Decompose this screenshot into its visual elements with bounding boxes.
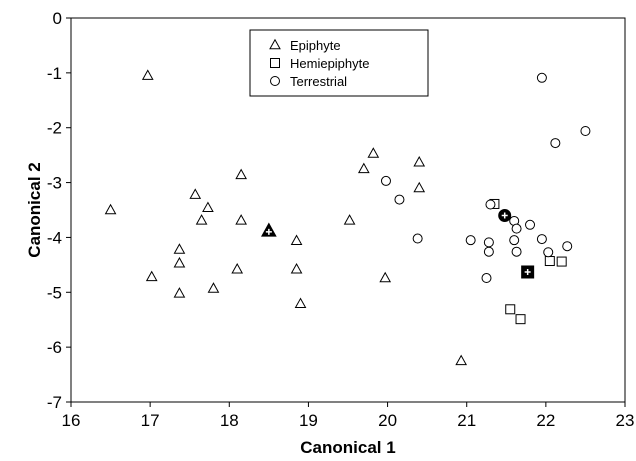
epiphyte-point-11 <box>235 168 248 180</box>
terrestrial-point-17 <box>543 247 554 258</box>
y-axis-title: Canonical 2 <box>25 162 44 257</box>
terrestrial-point-0 <box>536 72 547 83</box>
terrestrial-point-14 <box>511 246 522 257</box>
x-axis-title: Canonical 1 <box>300 438 395 457</box>
legend: Epiphyte Hemiepiphyte Terrestrial <box>249 29 429 97</box>
x-tick-label-19: 19 <box>299 411 318 430</box>
y-tick-label--4: -4 <box>47 228 62 247</box>
y-tick-label--5: -5 <box>47 283 62 302</box>
terrestrial-point-13 <box>509 235 520 246</box>
hemiepiphyte-point-2 <box>515 314 526 325</box>
epiphyte-point-17 <box>357 162 370 174</box>
legend-label-epiphyte: Epiphyte <box>290 38 341 53</box>
epiphyte-point-14 <box>290 262 303 274</box>
epiphyte-point-5 <box>173 287 186 298</box>
x-tick-label-21: 21 <box>457 411 476 430</box>
epiphyte-point-16 <box>343 214 356 225</box>
x-tick-label-20: 20 <box>378 411 397 430</box>
terrestrial-point-4 <box>394 194 405 205</box>
terrestrial-point-12 <box>511 223 522 234</box>
epiphyte-point-10 <box>231 262 244 274</box>
terrestrial-point-5 <box>485 199 496 210</box>
x-tick-label-17: 17 <box>141 411 160 430</box>
plot-area <box>70 17 626 403</box>
x-tick-label-22: 22 <box>536 411 555 430</box>
epiphyte-point-8 <box>202 201 214 213</box>
legend-symbol-hemiepiphyte <box>270 58 280 68</box>
legend-label-terrestrial: Terrestrial <box>290 74 347 89</box>
x-tick-label-23: 23 <box>616 411 635 430</box>
y-tick-label--3: -3 <box>47 174 62 193</box>
y-tick-label-0: 0 <box>53 9 62 28</box>
terrestrial-point-1 <box>580 126 591 137</box>
x-tick-label-18: 18 <box>220 411 239 430</box>
terrestrial-point-9 <box>483 246 494 257</box>
epiphyte-point-4 <box>173 256 186 268</box>
legend-symbols <box>269 38 281 86</box>
legend-symbol-terrestrial <box>270 76 280 86</box>
y-tick-label--2: -2 <box>47 119 62 138</box>
epiphyte-point-9 <box>207 282 220 293</box>
y-tick-label--6: -6 <box>47 338 62 357</box>
axis-ticks: 16 17 18 19 20 21 22 23 0 -1 -2 -3 -4 -5 -6 -7 <box>47 9 635 430</box>
y-tick-label--1: -1 <box>47 64 62 83</box>
terrestrial-point-2 <box>550 138 561 149</box>
epiphyte-point-3 <box>173 243 186 254</box>
terrestrial-point-10 <box>481 273 492 284</box>
epiphyte-point-15 <box>294 297 307 309</box>
data-marks <box>104 69 591 366</box>
hemiepiphyte-point-1 <box>505 304 516 315</box>
hemiepiphyte-point-3 <box>544 256 555 267</box>
terrestrial-point-18 <box>562 241 573 252</box>
epiphyte-point-7 <box>195 214 208 225</box>
epiphyte-point-13 <box>290 234 303 245</box>
y-tick-label--7: -7 <box>47 393 62 412</box>
epiphyte-point-6 <box>189 188 202 199</box>
epiphyte-point-0 <box>104 203 117 215</box>
x-tick-label-16: 16 <box>62 411 81 430</box>
epiphyte-point-22 <box>455 354 468 366</box>
epiphyte-point-18 <box>367 147 380 158</box>
epiphyte-point-2 <box>145 270 158 282</box>
epiphyte-point-1 <box>141 69 154 80</box>
terrestrial-point-6 <box>412 233 423 244</box>
terrestrial-point-3 <box>380 175 391 186</box>
epiphyte-point-20 <box>413 155 426 167</box>
epiphyte-point-21 <box>413 181 426 193</box>
terrestrial-point-8 <box>483 237 494 248</box>
terrestrial-point-16 <box>536 234 547 245</box>
legend-label-hemiepiphyte: Hemiepiphyte <box>290 56 370 71</box>
terrestrial-point-15 <box>525 219 536 230</box>
legend-symbol-epiphyte <box>269 38 281 50</box>
epiphyte-point-19 <box>379 271 392 283</box>
terrestrial-point-7 <box>465 235 476 246</box>
epiphyte-point-12 <box>235 214 248 225</box>
hemiepiphyte-point-4 <box>556 256 567 267</box>
